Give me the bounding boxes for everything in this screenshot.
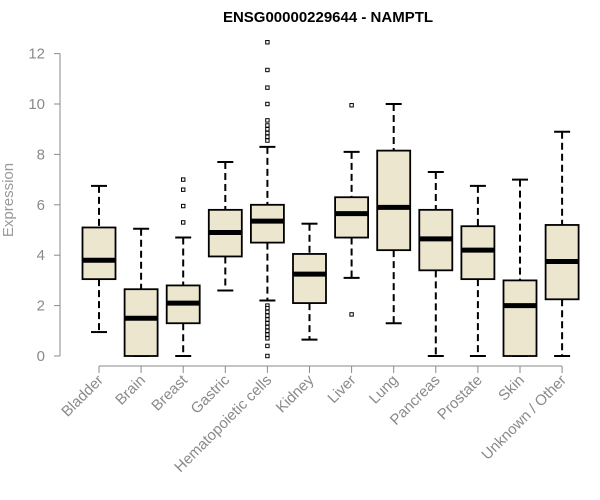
outlier-point <box>265 130 270 136</box>
y-tick-label: 6 <box>37 197 45 214</box>
y-tick-label: 0 <box>37 348 45 365</box>
outlier-point <box>265 332 270 337</box>
outlier-point <box>265 118 270 123</box>
outlier-point <box>265 101 270 107</box>
box-pancreas <box>418 171 454 357</box>
outlier-point <box>265 336 270 341</box>
outlier-point <box>265 343 270 349</box>
outlier-point <box>181 177 186 182</box>
box-iqr <box>460 225 496 281</box>
outlier-point <box>265 313 270 318</box>
box-iqr <box>502 279 538 357</box>
outlier-point <box>265 309 270 315</box>
box-iqr <box>249 203 285 244</box>
outlier-point <box>265 321 270 326</box>
outlier-point <box>265 324 270 330</box>
box-prostate <box>460 184 496 357</box>
box-iqr <box>334 196 370 239</box>
y-tick-label: 2 <box>37 298 45 315</box>
x-tick-label: Skin <box>495 372 528 405</box>
x-tick-label: Bladder <box>58 372 107 421</box>
outlier-point <box>265 67 270 73</box>
x-tick-label: Prostate <box>434 372 486 424</box>
outlier-point <box>265 138 270 143</box>
box-iqr <box>376 149 412 252</box>
outlier-point <box>265 123 270 128</box>
outlier-point <box>265 127 270 132</box>
x-tick-label: Breast <box>148 371 191 414</box>
box-iqr <box>292 253 327 304</box>
box-iqr <box>81 226 117 281</box>
x-tick-label: Kidney <box>273 371 318 416</box>
box-brain <box>123 227 159 357</box>
box-kidney <box>292 222 327 341</box>
y-tick-label: 8 <box>37 146 45 163</box>
outlier-point <box>265 40 270 45</box>
outlier-point <box>265 85 270 90</box>
outlier-point <box>181 220 186 225</box>
y-axis-title: Expression <box>0 163 17 237</box>
y-tick-label: 12 <box>28 46 45 63</box>
y-tick-label: 4 <box>37 247 45 264</box>
x-tick-label: Liver <box>324 372 359 407</box>
x-tick-label: Lung <box>366 372 402 408</box>
box-unknown-other <box>544 130 580 357</box>
outlier-point <box>265 134 270 139</box>
box-skin <box>502 178 538 357</box>
outlier-point <box>265 353 270 359</box>
chart-title: ENSG00000229644 - NAMPTL <box>223 9 433 26</box>
outlier-point <box>265 328 270 334</box>
outlier-point <box>181 187 186 192</box>
box-bladder <box>81 184 117 334</box>
outlier-point <box>349 103 354 108</box>
plot-area <box>81 40 580 359</box>
box-gastric <box>207 160 243 292</box>
box-iqr <box>123 288 159 357</box>
outlier-point <box>349 312 354 317</box>
box-breast <box>165 177 201 357</box>
y-axis: 0 2 4 6 8 10 12 <box>28 46 61 365</box>
box-lung <box>376 103 412 325</box>
outlier-point <box>265 305 270 311</box>
y-tick-label: 10 <box>28 96 45 113</box>
outlier-point <box>181 203 186 209</box>
box-liver <box>334 103 370 317</box>
outlier-point <box>265 317 270 322</box>
x-tick-label: Brain <box>112 372 149 409</box>
box-hematopoietic-cells <box>249 40 285 359</box>
